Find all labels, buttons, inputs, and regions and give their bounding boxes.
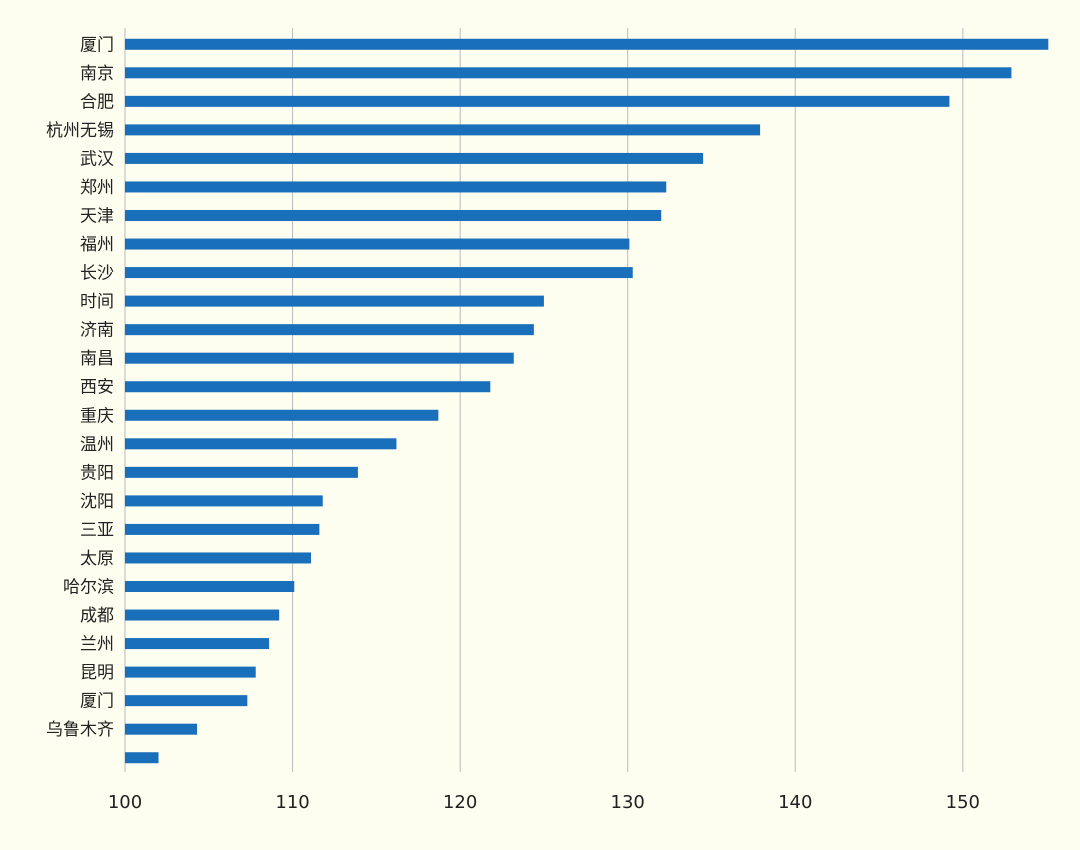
x-tick-label: 100 [108,792,142,813]
bar [125,381,491,393]
x-tick-label: 150 [946,792,980,813]
bar [125,267,633,279]
y-tick-label: 哈尔滨 [63,578,114,598]
y-tick-label: 南京 [80,64,114,84]
bar [125,695,248,707]
y-tick-label: 时间 [80,292,114,312]
bar [125,466,358,478]
y-tick-label: 成都 [80,606,114,626]
y-tick-label: 昆明 [80,663,114,683]
y-tick-label: 贵阳 [80,463,114,483]
bar [125,95,950,107]
bar [125,609,280,621]
bar [125,552,311,564]
y-tick-label: 温州 [80,435,114,455]
y-tick-label: 福州 [80,235,114,255]
x-tick-label: 120 [443,792,477,813]
bar [125,324,534,336]
x-tick-label: 130 [611,792,645,813]
bar [125,752,159,764]
bar [125,638,270,650]
y-tick-label: 杭州无锡 [46,121,114,141]
x-tick-label: 110 [275,792,309,813]
bar [125,238,630,250]
y-tick-label: 厦门 [80,692,114,712]
bar [125,124,761,136]
bar [125,523,320,535]
bar [125,295,544,307]
bar [125,666,256,678]
bar [125,210,662,221]
y-tick-label: 乌鲁木齐 [46,720,114,740]
bar [125,723,198,735]
y-tick-label: 厦门 [80,35,114,55]
bar [125,38,1049,50]
y-tick-label: 南昌 [80,349,114,369]
bar [125,438,397,450]
y-tick-label: 兰州 [80,635,114,655]
y-tick-label: 沈阳 [80,492,114,512]
y-tick-label: 天津 [80,207,114,227]
bar [125,67,1012,79]
bar [125,352,514,364]
bar [125,409,439,421]
bar [125,181,667,193]
y-tick-label: 重庆 [80,406,114,426]
bar [125,581,295,592]
y-tick-label: 武汉 [80,149,114,169]
x-tick-label: 140 [778,792,812,813]
y-tick-label: 合肥 [80,92,114,112]
y-tick-label: 西安 [80,378,114,398]
y-tick-label: 太原 [80,549,114,569]
y-tick-label: 郑州 [80,178,114,198]
y-tick-label: 济南 [80,321,114,341]
bar [125,495,323,507]
y-tick-label: 长沙 [80,264,114,284]
y-tick-label: 三亚 [80,520,114,540]
bar [125,152,704,164]
